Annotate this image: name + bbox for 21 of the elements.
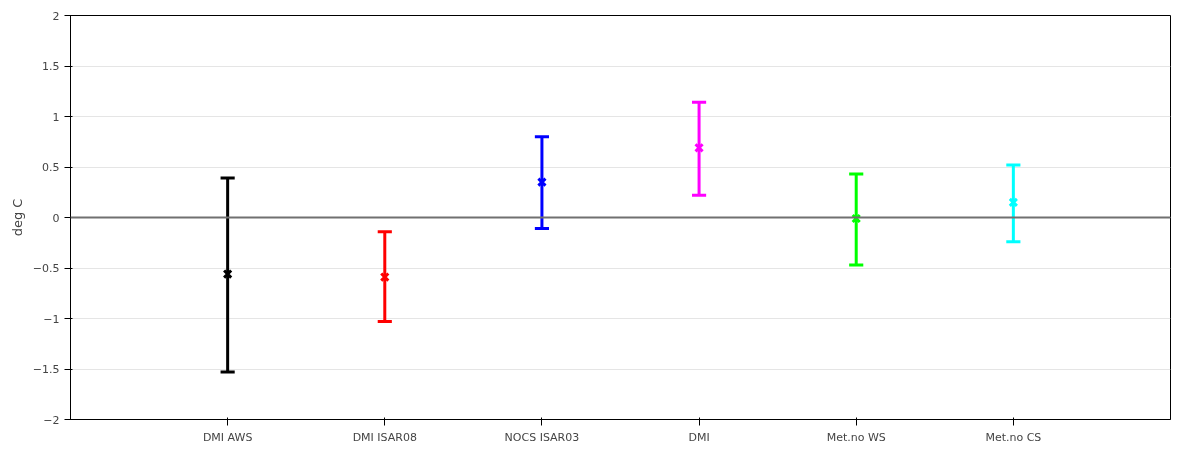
y-axis-title: deg C bbox=[9, 198, 25, 237]
x-tick-label: NOCS ISAR03 bbox=[504, 430, 580, 444]
x-tick-label: DMI ISAR08 bbox=[352, 430, 417, 444]
point bbox=[694, 142, 705, 153]
y-tick-label: −1.5 bbox=[32, 363, 60, 376]
x-tick-label: Met.no WS bbox=[826, 430, 886, 444]
y-tick-label: −0.5 bbox=[32, 262, 60, 275]
y-tick-label: −2 bbox=[43, 413, 60, 427]
y-tick-label: 2 bbox=[52, 9, 60, 23]
point bbox=[379, 272, 390, 283]
y-tick-label: 1.5 bbox=[42, 60, 60, 73]
x-tick-label: DMI AWS bbox=[202, 430, 253, 444]
y-tick-label: 0.5 bbox=[42, 161, 60, 174]
x-tick-label: Met.no CS bbox=[985, 430, 1042, 444]
point bbox=[1008, 197, 1019, 208]
point bbox=[536, 177, 547, 188]
y-tick-label: 1 bbox=[52, 110, 60, 124]
y-tick-label: 0 bbox=[52, 211, 60, 225]
point bbox=[222, 269, 233, 280]
y-tick-label: −1 bbox=[43, 312, 60, 326]
x-tick-label: DMI bbox=[688, 430, 710, 444]
